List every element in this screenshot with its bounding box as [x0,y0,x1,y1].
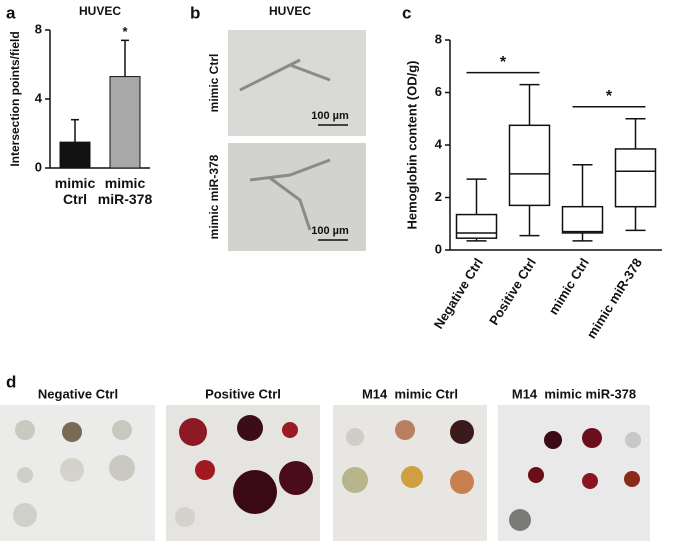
x-tick-label: mimic Ctrl [55,175,96,207]
box [455,213,498,239]
photo-title: M14 mimic miR-378 [512,386,636,401]
box [508,124,551,207]
photo-title: Positive Ctrl [205,386,281,401]
scale-label: 100 µm [311,225,349,237]
bar [109,76,141,169]
y-tick-label: 6 [435,84,442,99]
y-tick-label: 4 [435,136,443,151]
bar [59,141,91,169]
panel-title: HUVEC [269,4,311,18]
plugs [13,415,641,531]
image-label: mimic miR-378 [207,154,221,239]
x-tick-label: mimic miR-378 [98,175,153,207]
y-tick-label: 8 [35,21,42,36]
x-tick-label: mimic Ctrl [546,255,592,317]
y-tick-label: 0 [35,159,42,174]
y-axis-label: Hemoglobin content (OD/g) [404,61,419,230]
photo-title: Negative Ctrl [38,386,118,401]
scale-label: 100 µm [311,110,349,122]
y-tick-label: 4 [35,90,43,105]
photo-title: M14 mimic Ctrl [362,386,458,401]
image-label: mimic Ctrl [207,54,221,113]
y-tick-label: 2 [435,189,442,204]
chart-title: HUVEC [79,4,121,18]
significance: * [500,54,507,71]
panel-letter: b [190,3,200,22]
y-axis-label: Intersection points/field [8,31,22,166]
x-tick-label: mimic miR-378 [584,255,645,341]
y-tick-label: 0 [435,241,442,256]
box [614,148,657,208]
box [561,205,604,234]
cell-network [239,58,331,231]
x-tick-label: Negative Ctrl [431,255,486,331]
panel-letter: d [6,372,16,391]
x-tick-label: Positive Ctrl [486,255,539,327]
panel-letter: c [402,3,411,22]
significance: * [122,24,128,39]
y-tick-label: 8 [435,31,442,46]
significance: * [606,88,613,105]
panel-letter: a [6,3,16,22]
